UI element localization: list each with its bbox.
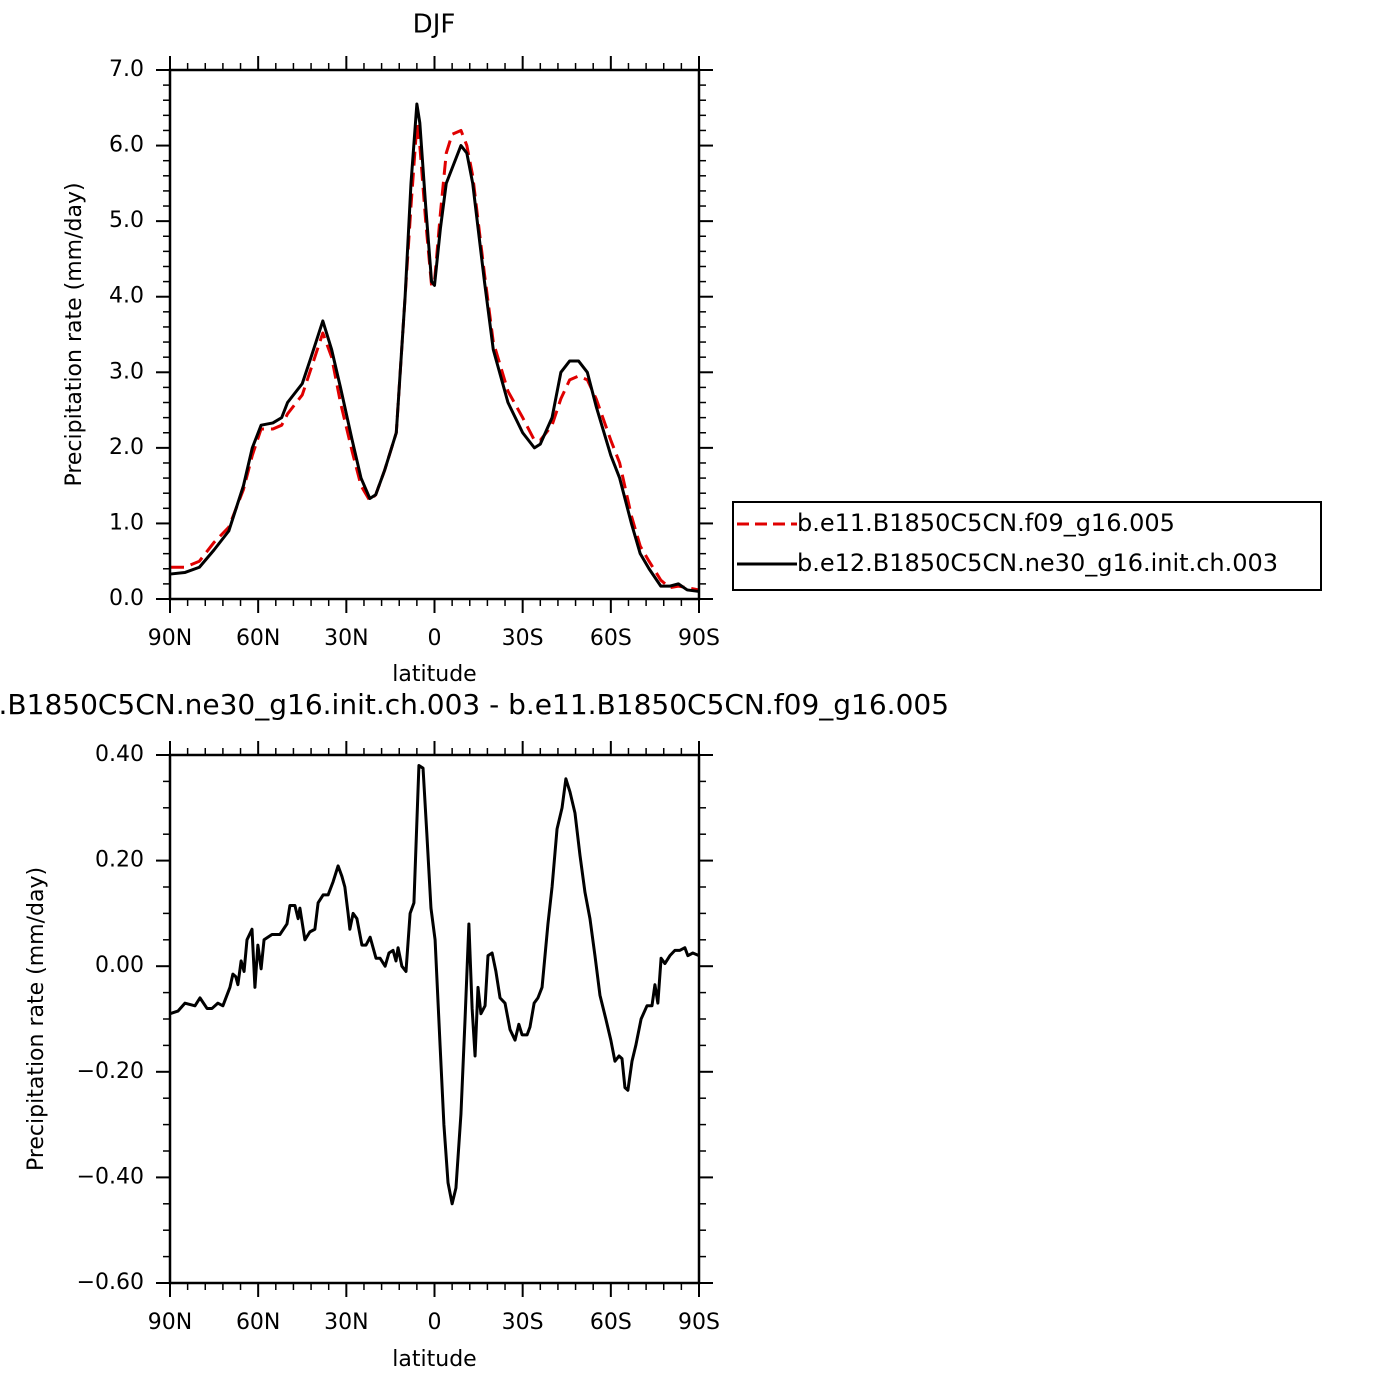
legend-label: b.e11.B1850C5CN.f09_g16.005 xyxy=(797,509,1175,537)
y-tick-label: 0.00 xyxy=(95,953,144,978)
x-tick-label: 60N xyxy=(236,1310,280,1335)
x-tick-label: 60S xyxy=(590,626,632,651)
legend-box xyxy=(732,501,1322,591)
x-tick-label: 90N xyxy=(148,1310,192,1335)
x-tick-label: 30N xyxy=(324,1310,368,1335)
x-tick-label: 30S xyxy=(502,626,544,651)
y-tick-label: 5.0 xyxy=(109,208,144,233)
x-tick-label: 90N xyxy=(148,626,192,651)
x-tick-label: 0 xyxy=(428,1310,442,1335)
y-tick-label: 6.0 xyxy=(109,133,144,158)
y-tick-label: −0.40 xyxy=(77,1164,144,1189)
data-line xyxy=(170,122,700,592)
plot-frame xyxy=(168,68,701,601)
x-axis-label: latitude xyxy=(392,1347,476,1372)
y-tick-label: 7.0 xyxy=(109,57,144,82)
x-tick-label: 90S xyxy=(678,626,720,651)
y-tick-label: 3.0 xyxy=(109,359,144,384)
legend-label: b.e12.B1850C5CN.ne30_g16.init.ch.003 xyxy=(797,549,1278,577)
x-tick-label: 60N xyxy=(236,626,280,651)
y-tick-label: 2.0 xyxy=(109,435,144,460)
y-axis-label: Precipitation rate (mm/day) xyxy=(24,867,49,1171)
data-line xyxy=(169,764,700,1206)
x-axis-label: latitude xyxy=(392,662,476,687)
plot-frame xyxy=(168,753,701,1285)
chart-title: DJF xyxy=(413,10,456,40)
y-axis-label: Precipitation rate (mm/day) xyxy=(62,182,87,486)
y-tick-label: 0.20 xyxy=(95,848,144,873)
x-tick-label: 30N xyxy=(324,626,368,651)
y-tick-label: −0.60 xyxy=(77,1270,144,1295)
data-line xyxy=(169,102,700,593)
y-tick-label: 4.0 xyxy=(109,284,144,309)
x-tick-label: 0 xyxy=(428,626,442,651)
chart-title: b.e12.B1850C5CN.ne30_g16.init.ch.003 - b… xyxy=(0,688,949,721)
x-tick-label: 60S xyxy=(590,1310,632,1335)
x-tick-label: 30S xyxy=(502,1310,544,1335)
y-tick-label: 1.0 xyxy=(109,510,144,535)
y-tick-label: 0.40 xyxy=(95,742,144,767)
y-tick-label: 0.0 xyxy=(109,586,144,611)
y-tick-label: −0.20 xyxy=(77,1059,144,1084)
x-tick-label: 90S xyxy=(678,1310,720,1335)
